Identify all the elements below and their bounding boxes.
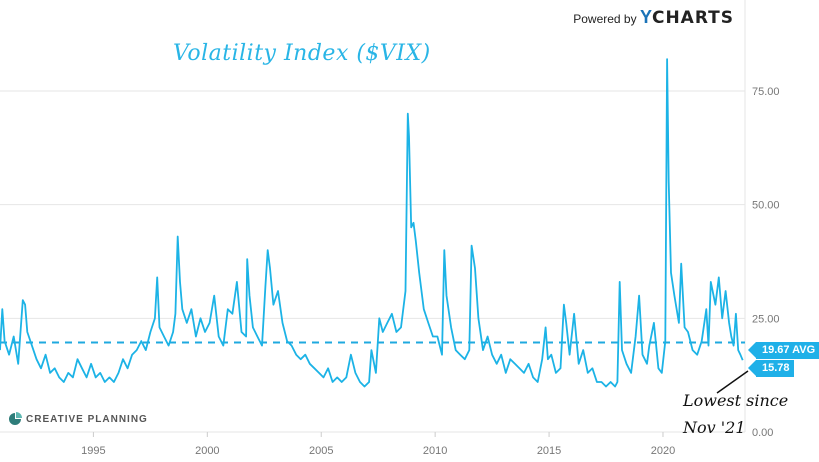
creative-planning-watermark: CREATIVE PLANNING	[8, 412, 148, 426]
powered-by-label: Powered by	[573, 12, 637, 26]
x-tick-label: 1995	[81, 445, 105, 457]
last-value-tag: 15.78	[748, 360, 794, 377]
annotation-arrow	[716, 370, 749, 394]
x-tick-label: 2020	[651, 445, 675, 457]
y-tick-label: 50.00	[752, 200, 780, 212]
annotation-line-1: Lowest since	[683, 391, 789, 410]
ycharts-y-logo: Y	[639, 7, 652, 27]
x-tick-label: 2015	[537, 445, 561, 457]
average-value-tag: 19.67 AVG	[747, 342, 819, 359]
y-tick-label: 75.00	[752, 86, 780, 98]
y-axis: 0.00 25.00 50.00 75.00	[752, 86, 780, 439]
x-tick-label: 2005	[309, 445, 333, 457]
chart-title: Volatility Index ($VIX)	[173, 41, 431, 66]
annotation-line-2: Nov '21	[683, 418, 746, 437]
y-tick-label: 0.00	[752, 427, 773, 439]
x-tick-label: 2000	[195, 445, 219, 457]
powered-by-credit: Powered by YCHARTS	[573, 7, 734, 28]
creative-planning-name: CREATIVE PLANNING	[26, 413, 148, 425]
creative-planning-logo-icon	[9, 412, 22, 425]
grid-lines	[0, 0, 746, 433]
ycharts-brand: CHARTS	[651, 8, 734, 28]
vix-series-line	[0, 58, 744, 388]
x-tick-label: 2010	[423, 445, 447, 457]
y-tick-label: 25.00	[752, 313, 780, 325]
x-axis: 1995 2000 2005 2010 2015 2020	[81, 432, 675, 457]
